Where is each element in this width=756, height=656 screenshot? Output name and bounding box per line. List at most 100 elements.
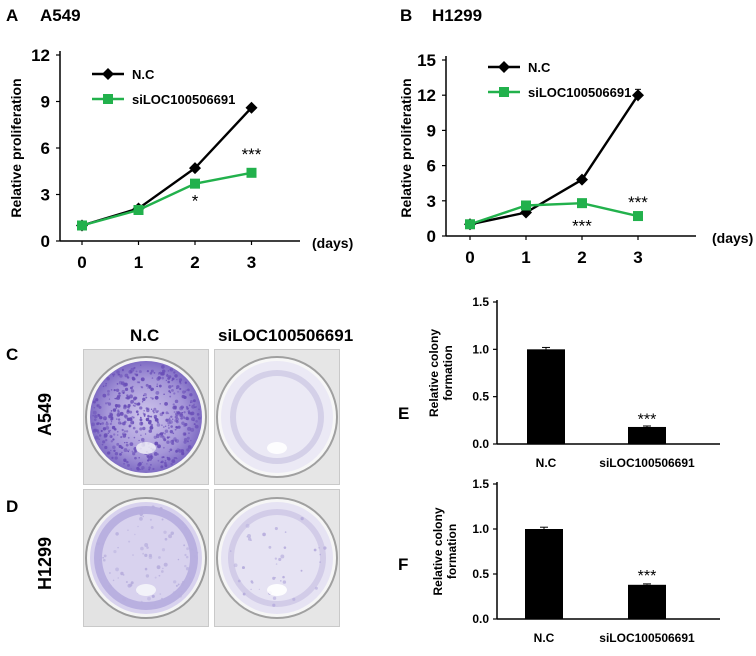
x-tick-label: 1 (134, 253, 143, 270)
colony-dot (179, 412, 183, 416)
colony-dot (122, 434, 127, 438)
colony-dot (282, 580, 287, 584)
colony-dot (151, 397, 154, 400)
colony-dot (105, 439, 108, 442)
colony-dot (161, 411, 165, 415)
colony-dot (171, 442, 175, 446)
colony-dot (175, 449, 179, 453)
colony-dot (146, 408, 150, 413)
colony-dot (92, 400, 96, 404)
colony-dot (141, 466, 145, 470)
colony-dot (145, 396, 148, 399)
colony-dot (148, 466, 151, 469)
colony-dot (118, 444, 122, 449)
colony-dot (280, 554, 285, 559)
colony-dot (110, 435, 113, 438)
colony-dot (128, 540, 131, 543)
data-point (465, 219, 475, 230)
colony-dot (127, 406, 131, 409)
colony-dot (268, 545, 272, 549)
colony-dot (166, 440, 170, 444)
x-tick-label: 3 (633, 248, 642, 267)
colony-dot (116, 434, 119, 436)
colony-dot (126, 441, 128, 444)
colony-dot (154, 417, 159, 422)
colony-dot (148, 429, 153, 433)
colony-dot (184, 433, 187, 436)
significance-label: *** (572, 216, 592, 235)
colony-dot (186, 448, 190, 452)
colony-dot (167, 424, 170, 427)
colony-dot (319, 553, 322, 556)
colony-dot (99, 423, 102, 425)
colony-dot (245, 523, 250, 528)
colony-dot (272, 596, 277, 600)
colony-dot (167, 376, 171, 380)
colony-dot (100, 416, 103, 419)
data-point (521, 200, 531, 211)
colony-dot (145, 407, 148, 410)
colony-dot (194, 406, 196, 409)
colony-dot (153, 371, 156, 374)
colony-dot (123, 414, 128, 418)
data-point (577, 198, 587, 209)
colony-dot (125, 443, 129, 447)
colony-dot (133, 436, 136, 439)
colony-dot (127, 529, 129, 531)
colony-photo-h1299-si (214, 489, 340, 627)
colony-dot (115, 407, 118, 409)
colony-dot (233, 563, 238, 568)
colony-dot (113, 550, 117, 554)
colony-dot (110, 389, 113, 391)
colony-dot (110, 410, 113, 412)
colony-dot (150, 408, 153, 410)
colony-dot (164, 460, 167, 462)
colony-dot (186, 547, 190, 551)
colony-dot (177, 583, 180, 586)
column-label-nc: N.C (130, 326, 160, 345)
colony-dot (141, 386, 144, 389)
colony-dot (98, 405, 102, 409)
colony-dot (139, 512, 144, 516)
colony-dot (183, 395, 187, 400)
colony-dot (150, 396, 152, 399)
colony-dot (171, 388, 174, 392)
colony-dot (172, 591, 176, 595)
colony-dot (167, 370, 170, 372)
colony-dots (96, 505, 199, 607)
colony-dot (274, 557, 278, 560)
y-tick-label: 6 (427, 157, 436, 176)
colony-dot (151, 505, 155, 509)
colony-dot (169, 391, 172, 394)
colony-dot (183, 411, 186, 414)
colony-dot (143, 409, 145, 412)
category-label: N.C (534, 631, 555, 645)
colony-dot (141, 401, 144, 403)
colony-dot (161, 597, 163, 600)
colony-dot (136, 467, 140, 471)
y-tick-label: 9 (427, 121, 436, 140)
colony-dot (272, 576, 276, 580)
colony-dot (186, 417, 190, 421)
colony-dot (182, 451, 185, 454)
colony-dot (314, 586, 318, 590)
colony-dot (164, 429, 169, 433)
colony-dot (184, 381, 187, 384)
colony-dot (142, 397, 146, 402)
colony-dot (114, 452, 119, 456)
colony-dot (121, 389, 126, 394)
colony-dot (167, 380, 170, 384)
colony-dot (275, 563, 278, 565)
colony-dot (98, 438, 101, 441)
colony-dot (174, 399, 179, 404)
colony-dot (165, 418, 169, 422)
colony-dot (176, 458, 178, 460)
colony-dot (111, 456, 114, 459)
category-label: N.C (536, 456, 557, 470)
colony-dot (313, 548, 317, 552)
colony-dot (139, 517, 143, 521)
colony-dot (135, 430, 139, 434)
colony-dot (160, 570, 164, 573)
colony-dot (135, 370, 138, 373)
